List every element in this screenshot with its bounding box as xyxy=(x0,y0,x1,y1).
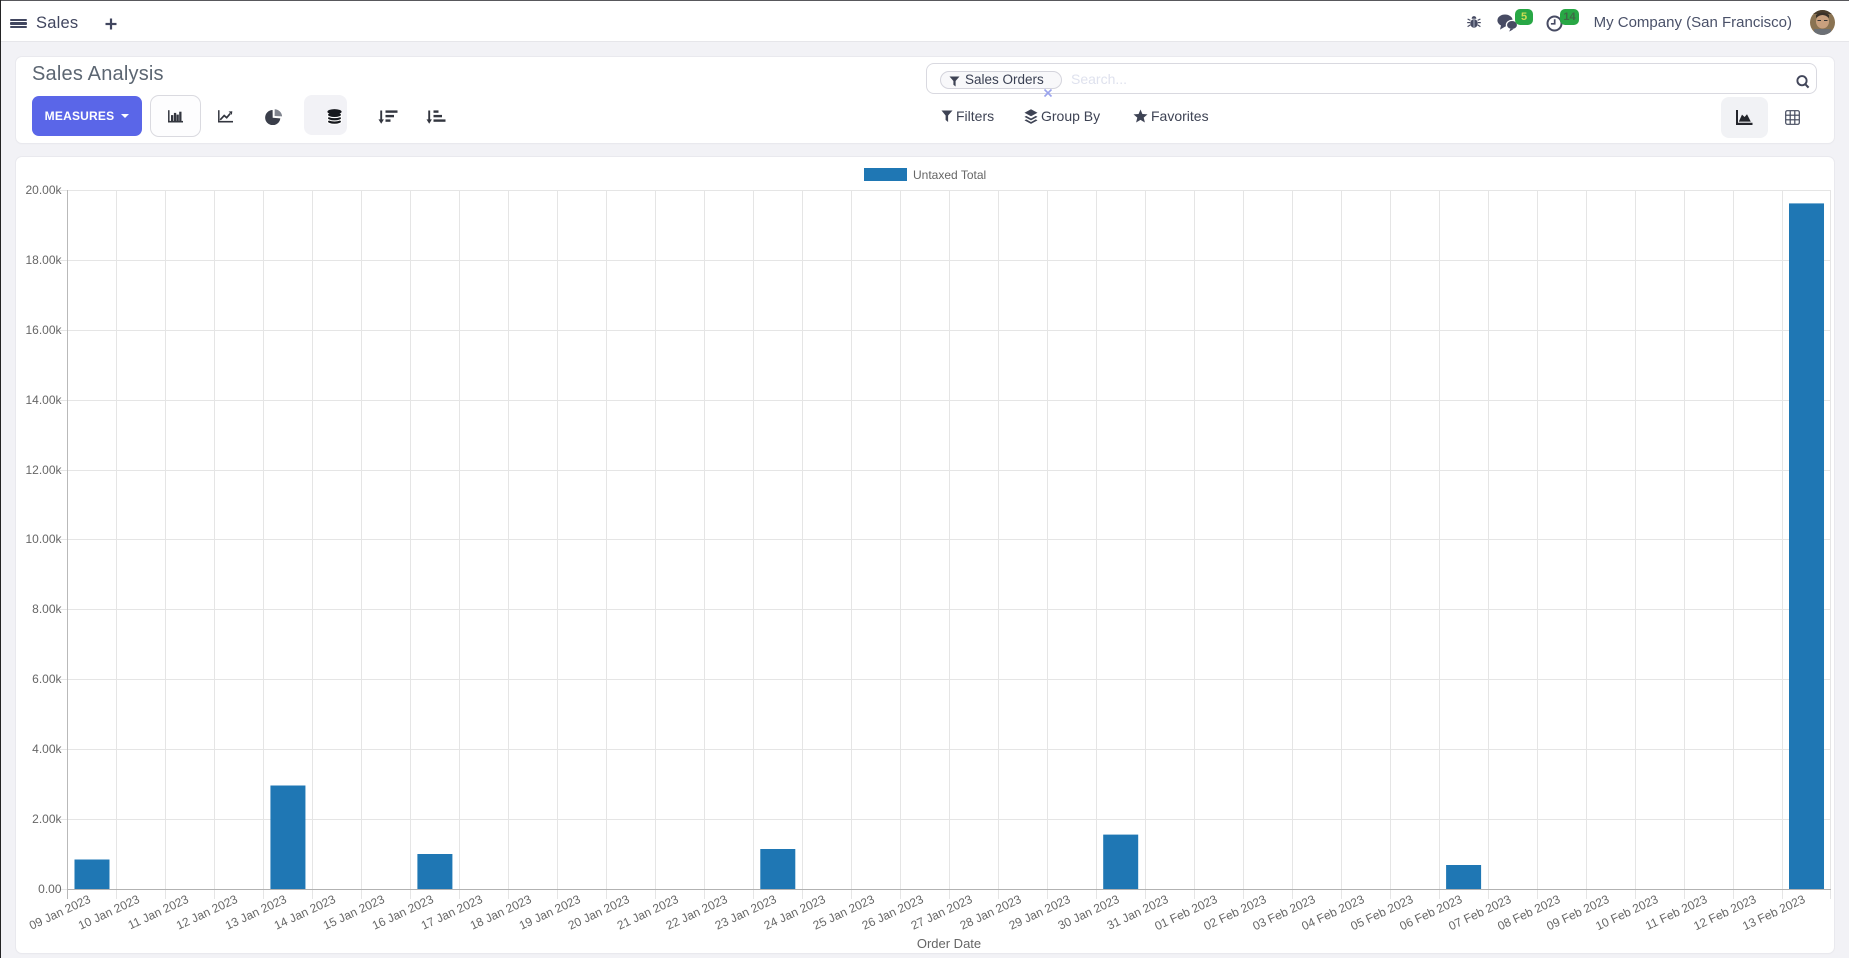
svg-text:10.00k: 10.00k xyxy=(25,532,62,546)
svg-text:18.00k: 18.00k xyxy=(25,253,62,267)
svg-text:8.00k: 8.00k xyxy=(32,602,62,616)
svg-text:12.00k: 12.00k xyxy=(25,463,62,477)
svg-text:4.00k: 4.00k xyxy=(32,742,62,756)
svg-text:2.00k: 2.00k xyxy=(32,812,62,826)
svg-text:16.00k: 16.00k xyxy=(25,323,62,337)
svg-text:14.00k: 14.00k xyxy=(25,393,62,407)
svg-text:6.00k: 6.00k xyxy=(32,672,62,686)
svg-text:Order Date: Order Date xyxy=(917,936,981,951)
svg-text:Untaxed Total: Untaxed Total xyxy=(913,168,986,182)
svg-text:20.00k: 20.00k xyxy=(25,183,62,197)
svg-text:0.00: 0.00 xyxy=(38,882,62,896)
